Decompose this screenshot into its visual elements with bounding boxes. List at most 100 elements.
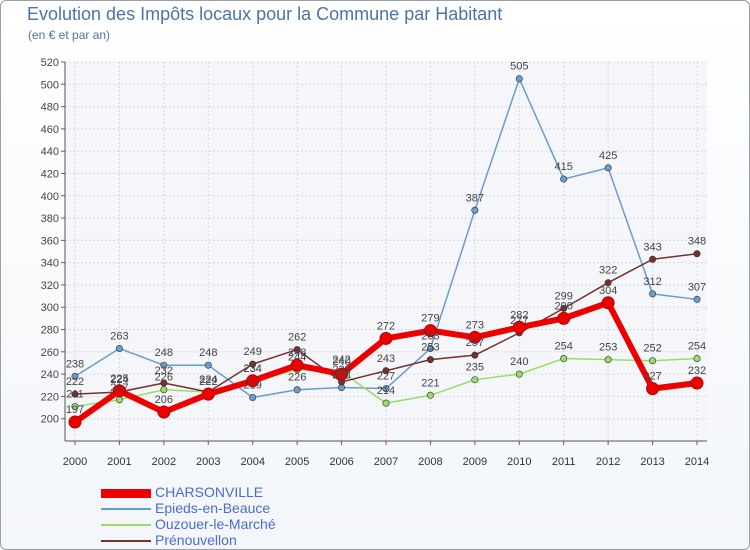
data-label: 206 bbox=[155, 394, 173, 406]
data-label: 224 bbox=[199, 374, 217, 386]
y-tick-label: 340 bbox=[41, 258, 59, 270]
y-tick-label: 300 bbox=[41, 302, 59, 314]
data-label: 322 bbox=[599, 265, 617, 277]
x-tick-label: 2008 bbox=[418, 456, 442, 468]
chart-title: Evolution des Impôts locaux pour la Comm… bbox=[27, 4, 503, 24]
data-label: 263 bbox=[110, 330, 128, 342]
data-point bbox=[468, 330, 482, 344]
data-point bbox=[293, 386, 301, 394]
data-point bbox=[379, 331, 393, 345]
y-tick-label: 420 bbox=[41, 168, 59, 180]
data-label: 217 bbox=[110, 382, 128, 394]
x-tick-label: 2009 bbox=[463, 456, 487, 468]
x-tick-label: 2003 bbox=[196, 456, 220, 468]
data-point bbox=[560, 355, 568, 363]
legend-swatch bbox=[101, 524, 151, 526]
x-tick-label: 2011 bbox=[552, 456, 576, 468]
data-label: 219 bbox=[244, 380, 262, 392]
data-point bbox=[646, 382, 660, 396]
data-point bbox=[471, 376, 479, 384]
y-tick-label: 220 bbox=[41, 391, 59, 403]
data-label: 299 bbox=[555, 290, 573, 302]
data-label: 262 bbox=[288, 332, 306, 344]
data-point bbox=[249, 360, 257, 368]
data-label: 415 bbox=[555, 161, 573, 173]
x-tick-label: 2006 bbox=[329, 456, 353, 468]
data-label: 248 bbox=[288, 347, 306, 359]
data-point bbox=[112, 384, 126, 398]
data-label: 226 bbox=[155, 372, 173, 384]
legend-label: Ouzouer-le-Marché bbox=[155, 516, 276, 532]
x-tick-label: 2000 bbox=[63, 456, 87, 468]
x-tick-label: 2012 bbox=[596, 456, 620, 468]
legend-label: Epieds-en-Beauce bbox=[155, 500, 271, 516]
data-point bbox=[157, 405, 171, 419]
data-point bbox=[604, 356, 612, 364]
data-point bbox=[201, 387, 215, 401]
data-point bbox=[246, 374, 260, 388]
data-label: 221 bbox=[421, 377, 439, 389]
x-tick-label: 2002 bbox=[152, 456, 176, 468]
data-label: 290 bbox=[555, 300, 573, 312]
data-label: 233 bbox=[332, 364, 350, 376]
data-point bbox=[560, 304, 568, 312]
data-point bbox=[693, 355, 701, 363]
data-label: 252 bbox=[643, 343, 661, 355]
data-label: 248 bbox=[199, 347, 217, 359]
data-point bbox=[560, 175, 568, 183]
data-label: 242 bbox=[332, 354, 350, 366]
y-tick-label: 360 bbox=[41, 235, 59, 247]
y-tick-label: 440 bbox=[41, 146, 59, 158]
data-label: 243 bbox=[377, 353, 395, 365]
data-label: 263 bbox=[421, 330, 439, 342]
data-label: 304 bbox=[599, 285, 617, 297]
data-point bbox=[115, 344, 123, 352]
data-point bbox=[335, 367, 349, 381]
data-label: 257 bbox=[466, 337, 484, 349]
x-tick-label: 2013 bbox=[640, 456, 664, 468]
data-point bbox=[426, 391, 434, 399]
data-point bbox=[293, 346, 301, 354]
data-label: 232 bbox=[688, 365, 706, 377]
data-label: 214 bbox=[377, 385, 395, 397]
data-point bbox=[557, 311, 571, 325]
data-point bbox=[604, 279, 612, 287]
data-point bbox=[649, 255, 657, 263]
data-point bbox=[426, 344, 434, 352]
legend-label: CHARSONVILLE bbox=[155, 484, 264, 500]
data-label: 197 bbox=[66, 404, 84, 416]
data-point bbox=[115, 396, 123, 404]
data-label: 249 bbox=[244, 346, 262, 358]
data-label: 222 bbox=[66, 376, 84, 388]
data-point bbox=[71, 402, 79, 410]
data-point bbox=[71, 390, 79, 398]
legend-swatch bbox=[101, 540, 151, 542]
data-label: 238 bbox=[66, 358, 84, 370]
data-point bbox=[690, 376, 704, 390]
data-label: 234 bbox=[244, 363, 262, 375]
legend-swatch bbox=[101, 488, 151, 498]
data-label: 240 bbox=[332, 356, 350, 368]
data-point bbox=[515, 370, 523, 378]
data-label: 254 bbox=[555, 341, 573, 353]
data-label: 348 bbox=[688, 236, 706, 248]
y-tick-label: 240 bbox=[41, 369, 59, 381]
data-point bbox=[471, 351, 479, 359]
data-label: 227 bbox=[377, 371, 395, 383]
data-label: 425 bbox=[599, 150, 617, 162]
y-tick-label: 260 bbox=[41, 347, 59, 359]
y-tick-label: 380 bbox=[41, 213, 59, 225]
data-point bbox=[249, 394, 257, 402]
y-tick-label: 200 bbox=[41, 414, 59, 426]
data-label: 232 bbox=[155, 365, 173, 377]
data-label: 307 bbox=[688, 281, 706, 293]
data-label: 282 bbox=[510, 309, 528, 321]
y-tick-label: 480 bbox=[41, 102, 59, 114]
y-tick-label: 400 bbox=[41, 191, 59, 203]
data-point bbox=[512, 320, 526, 334]
data-label: 211 bbox=[66, 388, 84, 400]
data-point bbox=[382, 385, 390, 393]
data-label: 343 bbox=[643, 241, 661, 253]
data-point bbox=[471, 206, 479, 214]
